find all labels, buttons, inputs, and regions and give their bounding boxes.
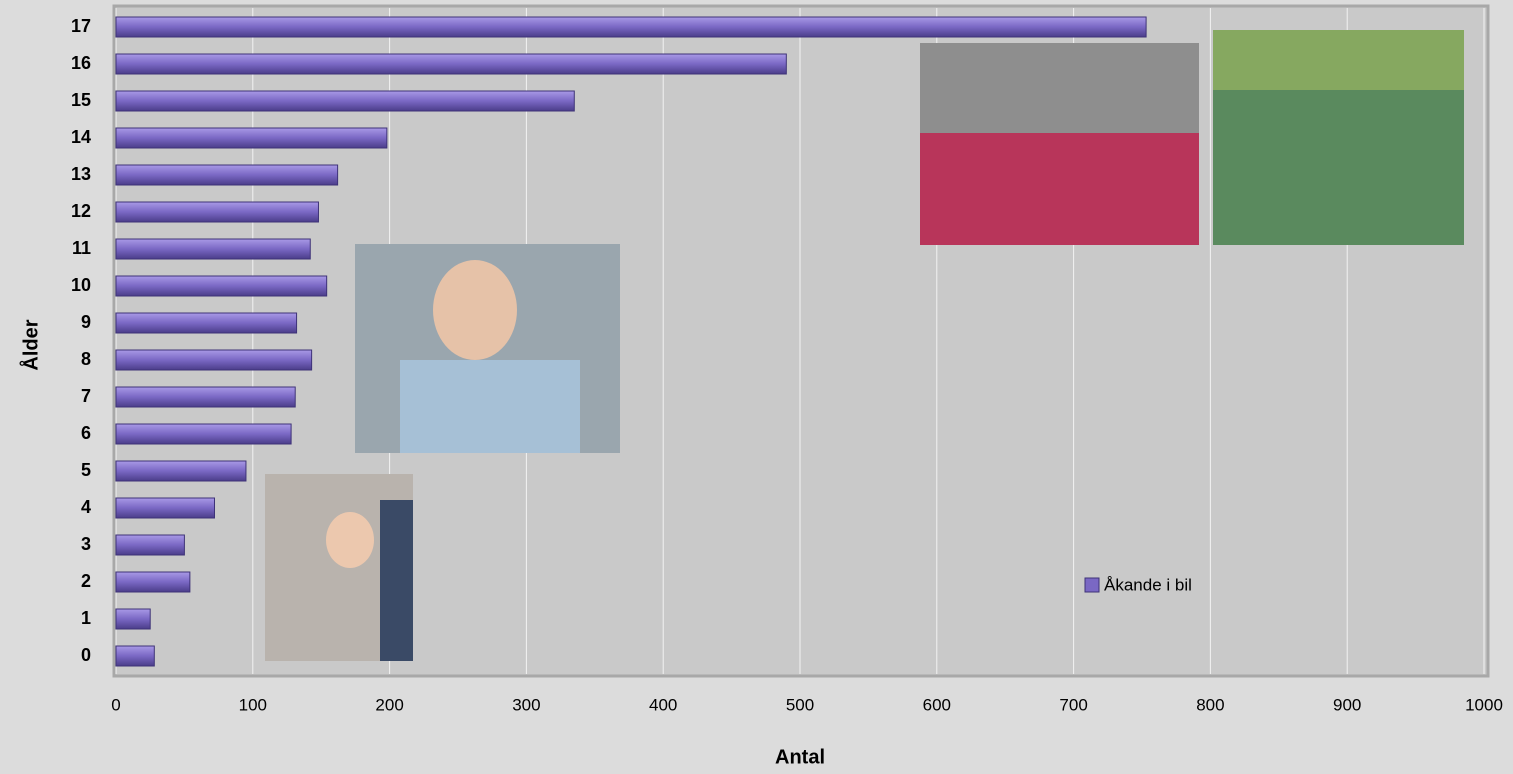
bar <box>115 201 319 223</box>
x-tick-label: 400 <box>649 695 677 714</box>
y-tick-label: 11 <box>72 238 91 258</box>
legend-marker <box>1084 577 1100 593</box>
photo-detail <box>433 260 517 360</box>
y-tick-label: 3 <box>81 534 91 554</box>
y-tick-label: 16 <box>71 53 91 73</box>
y-tick-label: 14 <box>71 127 91 147</box>
x-tick-label: 500 <box>786 695 814 714</box>
y-tick-label: 5 <box>81 460 91 480</box>
photo-detail <box>380 500 413 661</box>
y-tick-label: 12 <box>71 201 91 221</box>
x-tick-label: 700 <box>1059 695 1087 714</box>
bar <box>115 312 298 334</box>
bar <box>115 571 191 593</box>
x-tick-label: 0 <box>111 695 120 714</box>
bar <box>115 386 296 408</box>
photo-detail <box>1213 30 1464 90</box>
photo-detail <box>326 512 374 568</box>
bar <box>115 16 1147 38</box>
y-tick-label: 15 <box>71 90 91 110</box>
bar <box>115 238 311 260</box>
bar <box>115 534 185 556</box>
x-tick-label: 300 <box>512 695 540 714</box>
photo-detail <box>400 360 580 453</box>
bar <box>115 275 328 297</box>
x-axis-title: Antal <box>775 746 825 768</box>
x-tick-label: 900 <box>1333 695 1361 714</box>
legend-label: Åkande i bil <box>1104 575 1192 594</box>
y-tick-label: 1 <box>81 608 91 628</box>
y-axis-title: Ålder <box>18 319 42 370</box>
y-tick-label: 6 <box>81 423 91 443</box>
bar <box>115 497 215 519</box>
bar <box>115 53 787 75</box>
bar <box>115 645 155 667</box>
y-tick-label: 10 <box>71 275 91 295</box>
y-tick-label: 4 <box>81 497 91 517</box>
bar <box>115 90 575 112</box>
y-tick-label: 8 <box>81 349 91 369</box>
bar <box>115 460 247 482</box>
bar <box>115 423 292 445</box>
x-tick-label: 600 <box>923 695 951 714</box>
bar <box>115 608 151 630</box>
bar <box>115 127 388 149</box>
y-tick-label: 2 <box>81 571 91 591</box>
y-tick-label: 17 <box>71 16 91 36</box>
y-tick-label: 13 <box>71 164 91 184</box>
y-tick-label: 0 <box>81 645 91 665</box>
bar <box>115 164 339 186</box>
bar <box>115 349 313 371</box>
y-tick-label: 7 <box>81 386 91 406</box>
x-tick-label: 200 <box>375 695 403 714</box>
photos <box>265 30 1464 661</box>
x-tick-label: 800 <box>1196 695 1224 714</box>
photo-detail <box>920 43 1199 133</box>
x-tick-label: 100 <box>239 695 267 714</box>
y-tick-label: 9 <box>81 312 91 332</box>
x-tick-label: 1000 <box>1465 695 1503 714</box>
